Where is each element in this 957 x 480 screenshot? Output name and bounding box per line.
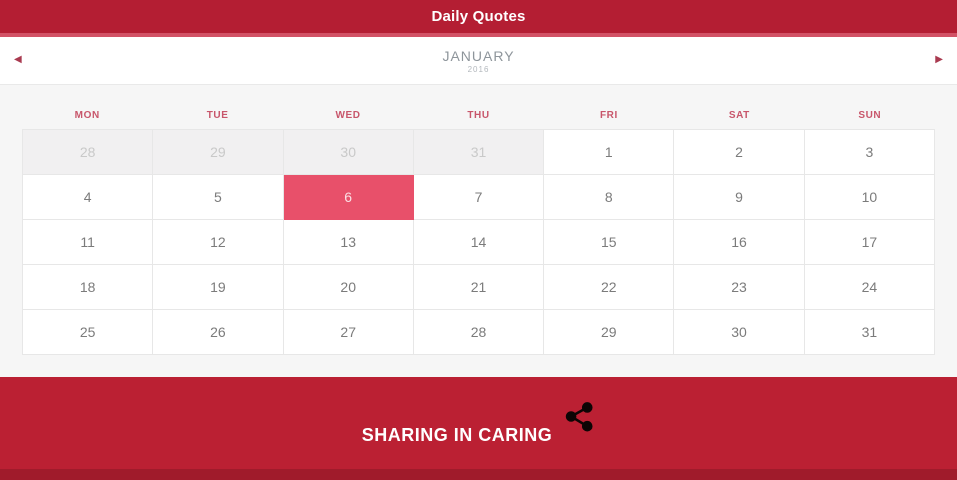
calendar-day[interactable]: 18 — [23, 265, 154, 310]
calendar-day[interactable]: 29 — [544, 310, 675, 355]
month-name: JANUARY — [442, 47, 515, 64]
day-of-week-label: SUN — [858, 109, 882, 121]
calendar-day[interactable]: 11 — [23, 220, 154, 265]
calendar-day[interactable]: 22 — [544, 265, 675, 310]
calendar-day[interactable]: 28 — [413, 310, 545, 355]
calendar-day: 30 — [283, 130, 414, 175]
calendar-body: MON TUE WED THU FRI SAT SUN 28 29 30 31 1 2 3 4 5 6 7 8 9 1… — [0, 85, 957, 377]
month-header: ◀ JANUARY 2016 ▶ — [0, 37, 957, 85]
calendar-day[interactable]: 15 — [544, 220, 675, 265]
share-icon[interactable] — [564, 401, 595, 432]
day-of-week-label: FRI — [599, 109, 618, 121]
calendar-day[interactable]: 7 — [413, 175, 545, 220]
calendar-day[interactable]: 19 — [153, 265, 284, 310]
calendar-day[interactable]: 4 — [23, 175, 154, 220]
calendar-day[interactable]: 5 — [153, 175, 284, 220]
next-month-arrow-icon[interactable]: ▶ — [931, 51, 947, 69]
calendar-day[interactable]: 1 — [544, 130, 675, 175]
footer-bar: SHARING IN CARING — [0, 377, 957, 480]
day-of-week-label: TUE — [206, 109, 229, 121]
day-of-week-label: SAT — [728, 109, 750, 121]
app-title: Daily Quotes — [431, 8, 526, 25]
calendar-day[interactable]: 17 — [804, 220, 935, 265]
calendar-day[interactable]: 26 — [153, 310, 284, 355]
calendar-day[interactable]: 9 — [674, 175, 805, 220]
calendar-day[interactable]: 16 — [674, 220, 805, 265]
footer-label: SHARING IN CARING — [361, 425, 553, 445]
calendar-day[interactable]: 30 — [674, 310, 805, 355]
calendar-day[interactable]: 12 — [153, 220, 284, 265]
top-accent-strip — [0, 33, 957, 37]
calendar-day[interactable]: 13 — [283, 220, 414, 265]
calendar-day[interactable]: 20 — [283, 265, 414, 310]
day-of-week-row: MON TUE WED THU FRI SAT SUN — [22, 101, 935, 129]
day-of-week-label: THU — [467, 109, 490, 121]
day-of-week-label: WED — [335, 109, 361, 121]
calendar-day[interactable]: 31 — [804, 310, 935, 355]
calendar-day[interactable]: 24 — [804, 265, 935, 310]
calendar-day: 28 — [23, 130, 154, 175]
top-bar: Daily Quotes — [0, 0, 957, 33]
calendar-day-selected[interactable]: 6 — [283, 175, 414, 220]
calendar-day[interactable]: 2 — [674, 130, 805, 175]
month-year: 2016 — [467, 64, 490, 74]
calendar-day[interactable]: 23 — [674, 265, 805, 310]
calendar-day[interactable]: 25 — [23, 310, 154, 355]
calendar-day: 29 — [153, 130, 284, 175]
day-of-week-label: MON — [74, 109, 100, 121]
calendar-day[interactable]: 10 — [804, 175, 935, 220]
calendar-day[interactable]: 21 — [413, 265, 545, 310]
calendar-day[interactable]: 27 — [283, 310, 414, 355]
calendar-day[interactable]: 8 — [544, 175, 675, 220]
calendar-grid: 28 29 30 31 1 2 3 4 5 6 7 8 9 10 11 12 13 14 15 16 17 18 19 20 2… — [22, 129, 935, 355]
calendar-day[interactable]: 14 — [413, 220, 545, 265]
calendar-day: 31 — [413, 130, 545, 175]
prev-month-arrow-icon[interactable]: ◀ — [10, 51, 26, 69]
calendar-day[interactable]: 3 — [804, 130, 935, 175]
